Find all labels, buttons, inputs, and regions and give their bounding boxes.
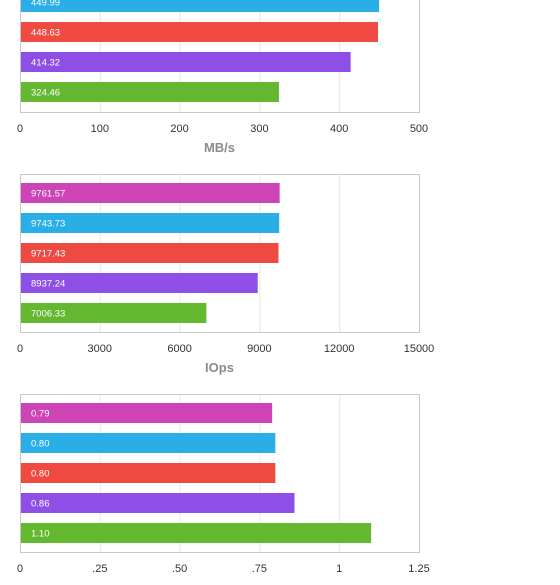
bar (21, 22, 379, 42)
x-axis-label: IOps (205, 360, 234, 375)
x-tick-label: 300 (250, 123, 268, 135)
x-tick-label: 12000 (324, 343, 355, 355)
x-tick-label: 1.25 (408, 563, 429, 575)
x-tick-label: 0 (17, 343, 23, 355)
bar-value-label: 9761.57 (31, 189, 65, 200)
bar (21, 0, 380, 12)
bar (21, 52, 351, 72)
x-tick-label: 6000 (167, 343, 191, 355)
x-tick-label: 3000 (88, 343, 112, 355)
bar (21, 273, 258, 293)
bar (21, 493, 295, 513)
x-tick-label: 0 (17, 563, 23, 575)
bar-value-label: 0.86 (31, 499, 50, 510)
x-tick-label: 500 (410, 123, 428, 135)
bar-value-label: 449.99 (31, 0, 60, 9)
bar-value-label: 9717.43 (31, 249, 65, 260)
bar (21, 243, 279, 263)
bar (21, 183, 280, 203)
bar-value-label: 7006.33 (31, 309, 65, 320)
x-tick-label: 200 (170, 123, 188, 135)
x-tick-label: .50 (172, 563, 187, 575)
bar (21, 463, 276, 483)
bar (21, 433, 276, 453)
x-tick-label: .25 (92, 563, 107, 575)
bar-value-label: 0.80 (31, 439, 50, 450)
bar-value-label: 448.63 (31, 28, 60, 39)
x-tick-label: 100 (91, 123, 109, 135)
bar-value-label: 414.32 (31, 58, 60, 69)
bar-value-label: 0.79 (31, 409, 50, 420)
bar-value-label: 1.10 (31, 529, 50, 540)
chart-1: 449.99 448.63 414.32 324.46 0 100 200 300 400 500… (17, 0, 428, 155)
bar-value-label: 324.46 (31, 88, 60, 99)
chart-2: 9761.57 9743.73 9717.43 8937.24 7006.33 0 3000… (17, 174, 434, 375)
x-axis-label: MB/s (204, 140, 235, 155)
bar-value-label: 8937.24 (31, 279, 65, 290)
x-tick-label: 0 (17, 123, 23, 135)
bar-value-label: 9743.73 (31, 219, 65, 230)
bar (21, 82, 279, 102)
chart-3: 0.79 0.80 0.80 0.86 1.10 0 .25 .50 .75 1 1.25 (17, 394, 430, 575)
x-tick-label: 400 (330, 123, 348, 135)
bar (21, 523, 372, 543)
x-tick-label: .75 (252, 563, 267, 575)
x-tick-label: 15000 (404, 343, 435, 355)
bar-value-label: 0.80 (31, 469, 50, 480)
bar (21, 403, 273, 423)
x-tick-label: 1 (336, 563, 342, 575)
bar (21, 213, 280, 233)
bar (21, 303, 207, 323)
x-tick-label: 9000 (247, 343, 271, 355)
